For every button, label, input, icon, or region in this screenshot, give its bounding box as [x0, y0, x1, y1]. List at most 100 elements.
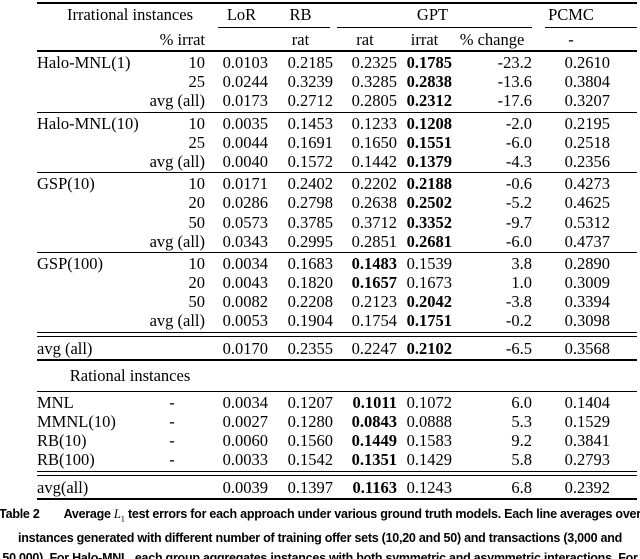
table-row: GSP(10) 10 0.0171 0.2402 0.2202 0.2188 -0.6 0.4… [37, 174, 637, 193]
cell-group-model: RB(100) - [37, 450, 205, 469]
cell-gpt-irrat: 0.1751 [406, 311, 452, 331]
cell-pcmc: 0.2793 [564, 450, 610, 470]
table-section: Halo-MNL(1) 10 0.0103 0.2185 0.2325 0.1785 -23… [37, 52, 637, 112]
table-row: MNL - 0.0034 0.1207 0.1011 0.1072 6.0 0.1404 [37, 393, 637, 412]
section-rule-thin [37, 111, 637, 113]
cell-gpt-rat: 0.1657 [351, 273, 397, 293]
cell-pct-irrat: avg (all) [149, 91, 205, 111]
cell-pct-change: 1.0 [511, 273, 532, 293]
cell-group-model: 50 [37, 213, 206, 232]
cell-gpt-rat: 0.2805 [351, 91, 397, 111]
cell-gpt-rat: 0.1011 [352, 392, 397, 412]
cell-gpt-irrat: 0.1551 [406, 132, 452, 152]
cell-pct-change: -0.6 [505, 174, 532, 194]
cell-gpt-irrat: 0.1243 [406, 477, 452, 497]
cell-pct-irrat: avg (all) [149, 231, 205, 251]
cell-pct-change: -2.0 [505, 113, 532, 133]
cell-pct-irrat: 50 [188, 292, 206, 312]
section-subheader: Rational instances [37, 361, 637, 391]
table-row: RB(10) - 0.0060 0.1560 0.1449 0.1583 9.2 0.3841 [37, 431, 637, 450]
cell-rb-rat: 0.3785 [287, 212, 333, 232]
cell-rb-rat: 0.1683 [287, 253, 333, 273]
section-rule-thick [37, 358, 637, 361]
cell-group-model: avg (all) [37, 232, 205, 251]
cell-gpt-rat: 0.2123 [351, 292, 397, 312]
table-section: Halo-MNL(10) 10 0.0035 0.1453 0.1233 0.1208 -2… [37, 113, 637, 173]
table-summary-row: avg (all) 0.0170 0.2355 0.2247 0.2102 -6.5 0.3… [37, 337, 637, 359]
cell-gpt-rat: 0.3712 [351, 212, 397, 232]
cell-lor: 0.0039 [222, 477, 268, 497]
cell-model: RB(100) [37, 450, 95, 470]
cell-gpt-irrat: 0.1785 [406, 53, 452, 72]
cell-gpt-irrat: 0.2042 [406, 292, 452, 312]
cell-rb-rat: 0.1453 [287, 113, 333, 133]
cell-pcmc: 0.2890 [564, 253, 610, 273]
cell-rb-rat: 0.1904 [287, 311, 333, 331]
cell-pct-change: -17.6 [497, 91, 532, 111]
cell-pcmc: 0.1404 [564, 392, 610, 412]
cell-lor: 0.0171 [222, 174, 268, 194]
rule-under-gpt [337, 27, 532, 28]
cell-pct-change: -6.0 [505, 231, 532, 251]
cell-model: Halo-MNL(10) [37, 113, 139, 133]
header-pcmc: PCMC [548, 5, 594, 24]
cell-rb-rat: 0.3239 [287, 72, 333, 92]
cell-pct-change: 5.3 [511, 412, 532, 431]
cell-pct-irrat: 10 [188, 253, 206, 273]
cell-pct-irrat [139, 478, 205, 497]
table-row: RB(100) - 0.0033 0.1542 0.1351 0.1429 5.8 0.279… [37, 450, 637, 469]
section-rule-double [37, 331, 637, 337]
cell-pct-change: 5.8 [511, 450, 532, 470]
table-row: 50 0.0082 0.2208 0.2123 0.2042 -3.8 0.3394 [37, 292, 637, 311]
cell-model: MNL [37, 392, 74, 412]
cell-lor: 0.0173 [222, 91, 268, 111]
cell-pcmc: 0.3009 [564, 273, 610, 293]
cell-pct-irrat: - [169, 412, 175, 431]
table-row: 20 0.0043 0.1820 0.1657 0.1673 1.0 0.3009 [37, 273, 637, 292]
table-row: avg (all) 0.0053 0.1904 0.1754 0.1751 -0.2 0.3… [37, 311, 637, 330]
cell-gpt-irrat: 0.1208 [406, 113, 452, 133]
cell-gpt-irrat: 0.1379 [406, 151, 452, 171]
cell-group-model: GSP(10) 10 [37, 174, 205, 193]
cell-rb-rat: 0.1397 [287, 477, 333, 497]
section-rule-thin [37, 390, 637, 392]
cell-lor: 0.0343 [222, 231, 268, 251]
cell-rb-rat: 0.1207 [287, 392, 333, 412]
table-row: avg(all) 0.0039 0.1397 0.1163 0.1243 6.8 0.239… [37, 478, 637, 497]
section-rule-thin [37, 172, 637, 174]
cell-pcmc: 0.3841 [564, 431, 610, 451]
cell-rb-rat: 0.2995 [287, 231, 333, 251]
subheader-pct-change: % change [459, 30, 525, 49]
cell-gpt-rat: 0.1483 [351, 253, 397, 273]
cell-gpt-rat: 0.2638 [351, 193, 397, 213]
cell-gpt-rat: 0.1351 [351, 450, 397, 470]
subheader-pcmc-dash: - [568, 30, 574, 49]
cell-gpt-rat: 0.0843 [351, 412, 397, 431]
cell-pct-irrat: 20 [188, 193, 206, 213]
cell-group-model: 50 [37, 292, 206, 312]
cell-pcmc: 0.2356 [564, 151, 610, 171]
cell-lor: 0.0033 [222, 450, 268, 470]
cell-lor: 0.0060 [222, 431, 268, 451]
table-section: GSP(10) 10 0.0171 0.2402 0.2202 0.2188 -0.6 0.4… [37, 173, 637, 252]
caption-text-pre: Average [63, 506, 114, 521]
cell-model: avg(all) [37, 477, 89, 497]
cell-group-model: Halo-MNL(1) 10 [37, 53, 205, 72]
cell-lor: 0.0573 [222, 212, 268, 232]
cell-model: Halo-MNL(1) [37, 53, 131, 72]
cell-lor: 0.0034 [222, 392, 268, 412]
cell-pct-change: 9.2 [511, 431, 532, 451]
cell-group-model: 25 [37, 133, 206, 152]
cell-gpt-irrat: 0.1539 [406, 253, 452, 273]
cell-lor: 0.0027 [222, 412, 268, 431]
cell-pcmc: 0.5312 [564, 212, 610, 232]
table-row: avg (all) 0.0170 0.2355 0.2247 0.2102 -6.5 0.3… [37, 339, 637, 358]
cell-pct-irrat: 10 [188, 113, 206, 133]
table-row: 50 0.0573 0.3785 0.3712 0.3352 -9.7 0.5312 [37, 213, 637, 232]
cell-group-model: 25 [37, 72, 206, 91]
cell-pct-irrat: - [169, 431, 175, 451]
cell-lor: 0.0034 [222, 253, 268, 273]
cell-model: MMNL(10) [37, 412, 116, 431]
cell-rb-rat: 0.2355 [287, 338, 333, 358]
cell-gpt-rat: 0.1163 [352, 477, 397, 497]
